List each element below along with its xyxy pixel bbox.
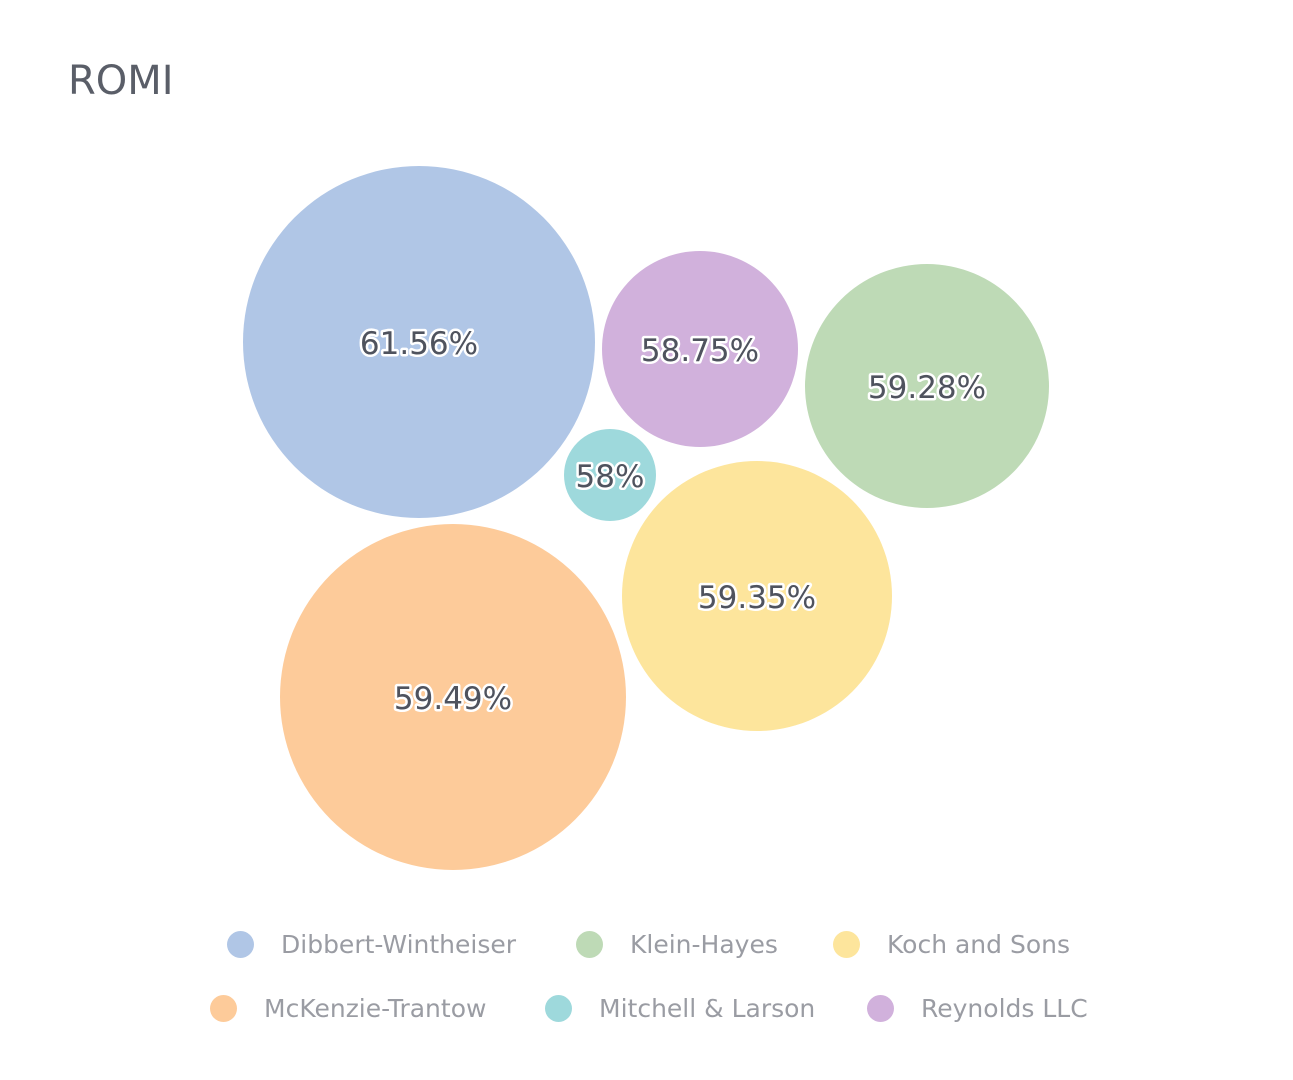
bubble-circle[interactable] (564, 429, 656, 521)
bubble-koch-and-sons[interactable]: 59.35% (622, 461, 892, 731)
legend-label: Mitchell & Larson (599, 994, 816, 1023)
bubble-mckenzie-trantow[interactable]: 59.49% (280, 524, 626, 870)
bubble-circle[interactable] (602, 251, 798, 447)
bubble-value-label: 59.28% (868, 370, 986, 406)
bubble-value-label: 58.75% (641, 333, 759, 369)
bubble-reynolds-llc[interactable]: 58.75% (602, 251, 798, 447)
legend-label: Dibbert-Wintheiser (281, 930, 517, 959)
bubble-value-label: 58% (576, 459, 645, 495)
legend-dot-icon (833, 931, 860, 958)
legend-dot-icon (867, 995, 894, 1022)
legend-label: Koch and Sons (887, 930, 1070, 959)
legend-item-dibbert-wintheiser[interactable]: Dibbert-Wintheiser (227, 930, 516, 959)
legend-label: McKenzie-Trantow (264, 994, 487, 1023)
legend-dot-icon (210, 995, 237, 1022)
legend-dot-icon (545, 995, 572, 1022)
legend-dot-icon (576, 931, 603, 958)
bubble-klein-hayes[interactable]: 59.28% (805, 264, 1049, 508)
legend-item-koch-and-sons[interactable]: Koch and Sons (833, 930, 1070, 959)
chart-title: ROMI (68, 58, 174, 104)
bubble-value-label: 59.49% (394, 681, 512, 717)
bubble-circle[interactable] (280, 524, 626, 870)
legend-item-klein-hayes[interactable]: Klein-Hayes (576, 930, 778, 959)
bubble-value-label: 59.35% (698, 580, 816, 616)
bubble-value-label: 61.56% (360, 326, 478, 362)
legend-label: Klein-Hayes (630, 930, 778, 959)
legend-item-reynolds-llc[interactable]: Reynolds LLC (867, 994, 1088, 1023)
legend-dot-icon (227, 931, 254, 958)
bubble-dibbert-wintheiser[interactable]: 61.56% (243, 166, 595, 518)
legend-label: Reynolds LLC (921, 994, 1088, 1023)
bubble-circle[interactable] (622, 461, 892, 731)
legend-item-mckenzie-trantow[interactable]: McKenzie-Trantow (210, 994, 486, 1023)
legend-item-mitchell-larson[interactable]: Mitchell & Larson (545, 994, 815, 1023)
bubble-circle[interactable] (805, 264, 1049, 508)
bubble-mitchell-larson[interactable]: 58% (564, 429, 656, 521)
bubble-circle[interactable] (243, 166, 595, 518)
